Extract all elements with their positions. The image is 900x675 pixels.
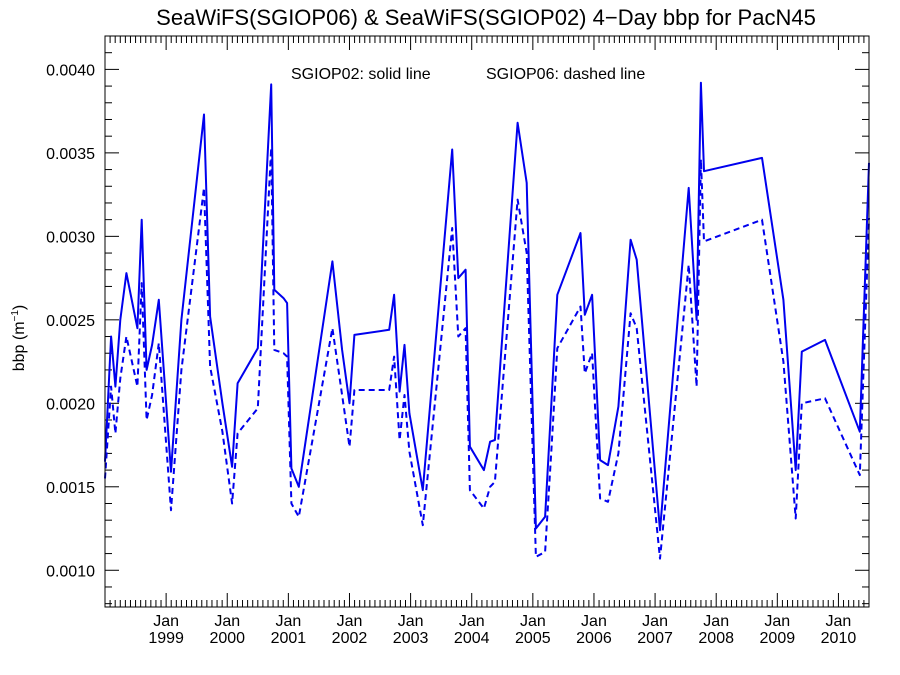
x-tick-year-label: 2006	[576, 630, 612, 647]
x-tick-month-label: Jan	[275, 613, 301, 630]
x-tick-year-label: 2007	[637, 630, 673, 647]
series-line-sgiop06-dashed	[104, 146, 870, 560]
y-axis-label-superscript: −1	[10, 310, 21, 322]
x-tick-year-label: 2002	[332, 630, 368, 647]
x-tick-year-label: 2003	[393, 630, 429, 647]
x-tick-month-label: Jan	[398, 613, 424, 630]
x-tick-year-label: 2008	[698, 630, 734, 647]
x-tick-month-label: Jan	[703, 613, 729, 630]
y-axis-label-main: bbp (m	[11, 321, 28, 371]
x-tick-month-label: Jan	[642, 613, 668, 630]
x-tick-year-label: 2005	[515, 630, 551, 647]
x-tick-year-label: 1999	[148, 630, 184, 647]
x-tick-month-label: Jan	[337, 613, 363, 630]
x-tick-month-label: Jan	[153, 613, 179, 630]
plot-frame	[104, 35, 870, 608]
x-tick-month-label: Jan	[581, 613, 607, 630]
y-axis-label-close: )	[11, 305, 28, 310]
x-tick-month-label: Jan	[764, 613, 790, 630]
x-tick-month-label: Jan	[214, 613, 240, 630]
x-tick-month-label: Jan	[520, 613, 546, 630]
x-tick-month-label: Jan	[826, 613, 852, 630]
x-tick-year-label: 2001	[271, 630, 307, 647]
chart-title: SeaWiFS(SGIOP06) & SeaWiFS(SGIOP02) 4−Da…	[156, 5, 816, 30]
x-tick-year-label: 2010	[821, 630, 857, 647]
y-axis-label: bbp (m−1)	[10, 305, 28, 372]
y-tick-label: 0.0040	[46, 62, 95, 79]
series-group	[104, 81, 870, 560]
x-tick-year-label: 2004	[454, 630, 490, 647]
ticks-group: 0.0010 0.0015 0.0020 0.0025 0.0030 0.0035 0.00…	[46, 35, 870, 647]
x-tick-year-label: 2009	[760, 630, 796, 647]
y-tick-label: 0.0020	[46, 396, 95, 413]
y-tick-label: 0.0025	[46, 313, 95, 330]
legend-solid-annotation: SGIOP02: solid line	[291, 66, 431, 83]
y-tick-label: 0.0035	[46, 146, 95, 163]
y-tick-label: 0.0030	[46, 229, 95, 246]
x-tick-month-label: Jan	[459, 613, 485, 630]
y-tick-label: 0.0010	[46, 563, 95, 580]
series-line-sgiop02-solid	[104, 81, 870, 532]
y-tick-label: 0.0015	[46, 480, 95, 497]
legend-dashed-annotation: SGIOP06: dashed line	[486, 66, 645, 83]
x-tick-year-label: 2000	[209, 630, 245, 647]
